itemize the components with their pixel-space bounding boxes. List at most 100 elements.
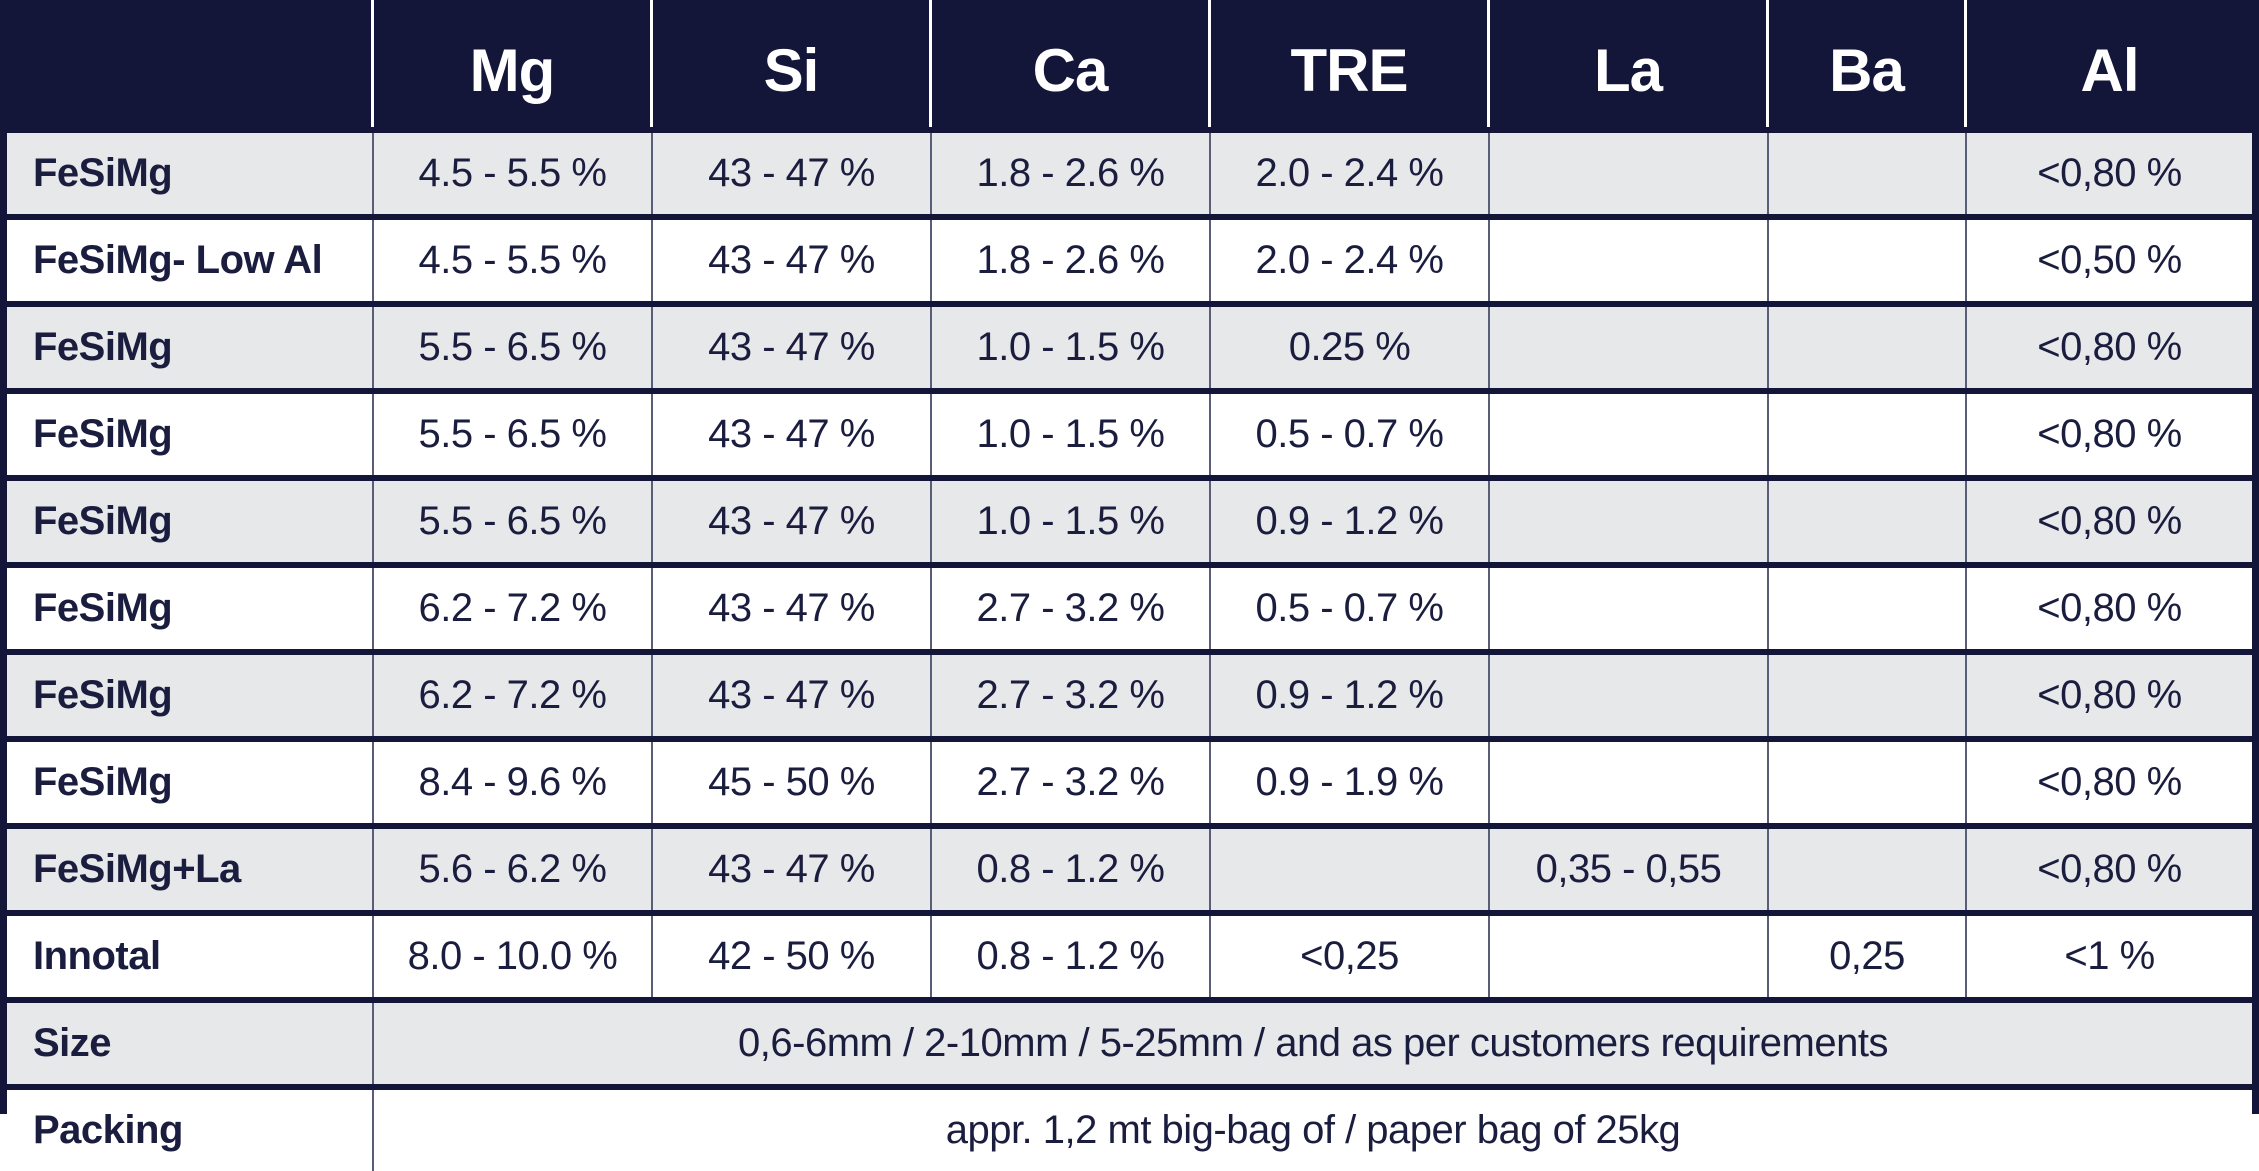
value-cell-la — [1490, 655, 1769, 736]
value-cell-ca: 2.7 - 3.2 % — [932, 655, 1211, 736]
value-cell-si: 43 - 47 % — [653, 829, 932, 910]
footer-value: appr. 1,2 mt big-bag of / paper bag of 2… — [374, 1090, 2252, 1171]
value-cell-al: <0,80 % — [1967, 481, 2252, 562]
value-cell-ca: 2.7 - 3.2 % — [932, 742, 1211, 823]
value-cell-ca: 1.0 - 1.5 % — [932, 394, 1211, 475]
value-cell-mg: 4.5 - 5.5 % — [374, 133, 653, 214]
header-cell-blank — [7, 0, 374, 127]
value-cell-mg: 5.5 - 6.5 % — [374, 394, 653, 475]
value-cell-tre — [1211, 829, 1490, 910]
value-cell-mg: 8.4 - 9.6 % — [374, 742, 653, 823]
value-cell-ca: 1.0 - 1.5 % — [932, 481, 1211, 562]
value-cell-si: 43 - 47 % — [653, 133, 932, 214]
value-cell-ca: 1.8 - 2.6 % — [932, 133, 1211, 214]
value-cell-la — [1490, 307, 1769, 388]
table-row: FeSiMg+La 5.6 - 6.2 % 43 - 47 % 0.8 - 1.2 %… — [7, 823, 2252, 910]
value-cell-si: 43 - 47 % — [653, 568, 932, 649]
value-cell-ba: 0,25 — [1769, 916, 1967, 997]
product-name: FeSiMg — [7, 568, 374, 649]
value-cell-la — [1490, 742, 1769, 823]
value-cell-al: <0,50 % — [1967, 220, 2252, 301]
table-row: FeSiMg 5.5 - 6.5 % 43 - 47 % 1.0 - 1.5 % 0.5… — [7, 388, 2252, 475]
table-row: FeSiMg 5.5 - 6.5 % 43 - 47 % 1.0 - 1.5 % 0.9… — [7, 475, 2252, 562]
header-cell-tre: TRE — [1211, 0, 1490, 127]
value-cell-ca: 1.0 - 1.5 % — [932, 307, 1211, 388]
value-cell-tre: 0.5 - 0.7 % — [1211, 394, 1490, 475]
value-cell-si: 43 - 47 % — [653, 481, 932, 562]
value-cell-tre: 0.25 % — [1211, 307, 1490, 388]
value-cell-la — [1490, 394, 1769, 475]
value-cell-tre: 0.9 - 1.2 % — [1211, 481, 1490, 562]
table-row: FeSiMg 6.2 - 7.2 % 43 - 47 % 2.7 - 3.2 % 0.9… — [7, 649, 2252, 736]
value-cell-ca: 2.7 - 3.2 % — [932, 568, 1211, 649]
value-cell-si: 43 - 47 % — [653, 394, 932, 475]
value-cell-ba — [1769, 307, 1967, 388]
value-cell-ba — [1769, 220, 1967, 301]
value-cell-la — [1490, 133, 1769, 214]
value-cell-ca: 0.8 - 1.2 % — [932, 829, 1211, 910]
value-cell-ba — [1769, 481, 1967, 562]
value-cell-tre: 2.0 - 2.4 % — [1211, 133, 1490, 214]
header-cell-al: Al — [2080, 37, 2140, 104]
value-cell-la — [1490, 568, 1769, 649]
value-cell-tre: <0,25 — [1211, 916, 1490, 997]
table-row-size: Size 0,6-6mm / 2-10mm / 5-25mm / and as p… — [7, 997, 2252, 1084]
table-row: FeSiMg- Low Al 4.5 - 5.5 % 43 - 47 % 1.8 - … — [7, 214, 2252, 301]
header-cell-la: La — [1490, 0, 1769, 127]
value-cell-ba — [1769, 568, 1967, 649]
value-cell-ba — [1769, 742, 1967, 823]
value-cell-si: 43 - 47 % — [653, 307, 932, 388]
value-cell-la — [1490, 916, 1769, 997]
value-cell-mg: 4.5 - 5.5 % — [374, 220, 653, 301]
value-cell-al: <0,80 % — [1967, 568, 2252, 649]
value-cell-ca: 0.8 - 1.2 % — [932, 916, 1211, 997]
spec-table-footer: Size 0,6-6mm / 2-10mm / 5-25mm / and as p… — [7, 997, 2252, 1171]
value-cell-ba — [1769, 829, 1967, 910]
value-cell-al: <0,80 % — [1967, 742, 2252, 823]
value-cell-al: <0,80 % — [1967, 133, 2252, 214]
footer-value: 0,6-6mm / 2-10mm / 5-25mm / and as per c… — [374, 1003, 2252, 1084]
value-cell-mg: 8.0 - 10.0 % — [374, 916, 653, 997]
footer-label: Packing — [7, 1090, 374, 1171]
header-cell-mg: Mg — [374, 0, 653, 127]
value-cell-la — [1490, 481, 1769, 562]
value-cell-tre: 0.9 - 1.9 % — [1211, 742, 1490, 823]
value-cell-tre: 2.0 - 2.4 % — [1211, 220, 1490, 301]
value-cell-si: 45 - 50 % — [653, 742, 932, 823]
value-cell-ba — [1769, 133, 1967, 214]
product-name: FeSiMg — [7, 481, 374, 562]
header-cell-ca: Ca — [932, 0, 1211, 127]
value-cell-al: <1 % — [1967, 916, 2252, 997]
value-cell-tre: 0.9 - 1.2 % — [1211, 655, 1490, 736]
product-name: FeSiMg- Low Al — [7, 220, 374, 301]
header-cell-si: Si — [653, 0, 932, 127]
product-name: FeSiMg+La — [7, 829, 374, 910]
product-name: FeSiMg — [7, 307, 374, 388]
product-name: FeSiMg — [7, 133, 374, 214]
table-row: FeSiMg 8.4 - 9.6 % 45 - 50 % 2.7 - 3.2 % 0.9… — [7, 736, 2252, 823]
value-cell-la — [1490, 220, 1769, 301]
table-row: Innotal 8.0 - 10.0 % 42 - 50 % 0.8 - 1.2 % <… — [7, 910, 2252, 997]
table-row: FeSiMg 5.5 - 6.5 % 43 - 47 % 1.0 - 1.5 % 0.2… — [7, 301, 2252, 388]
value-cell-al: <0,80 % — [1967, 655, 2252, 736]
value-cell-mg: 5.6 - 6.2 % — [374, 829, 653, 910]
value-cell-ba — [1769, 394, 1967, 475]
table-row: FeSiMg 6.2 - 7.2 % 43 - 47 % 2.7 - 3.2 % 0.5… — [7, 562, 2252, 649]
value-cell-si: 43 - 47 % — [653, 655, 932, 736]
value-cell-la: 0,35 - 0,55 — [1490, 829, 1769, 910]
footer-label: Size — [7, 1003, 374, 1084]
value-cell-tre: 0.5 - 0.7 % — [1211, 568, 1490, 649]
header-cell-ba: Ba — [1769, 0, 1967, 127]
value-cell-al: <0,80 % — [1967, 829, 2252, 910]
product-name: FeSiMg — [7, 742, 374, 823]
value-cell-si: 43 - 47 % — [653, 220, 932, 301]
value-cell-si: 42 - 50 % — [653, 916, 932, 997]
table-header-row: Mg Si Ca TRE La Ba Al — [7, 0, 2252, 127]
table-row-packing: Packing appr. 1,2 mt big-bag of / paper b… — [7, 1084, 2252, 1171]
value-cell-mg: 6.2 - 7.2 % — [374, 655, 653, 736]
value-cell-mg: 5.5 - 6.5 % — [374, 307, 653, 388]
value-cell-mg: 5.5 - 6.5 % — [374, 481, 653, 562]
value-cell-al: <0,80 % — [1967, 394, 2252, 475]
value-cell-ca: 1.8 - 2.6 % — [932, 220, 1211, 301]
